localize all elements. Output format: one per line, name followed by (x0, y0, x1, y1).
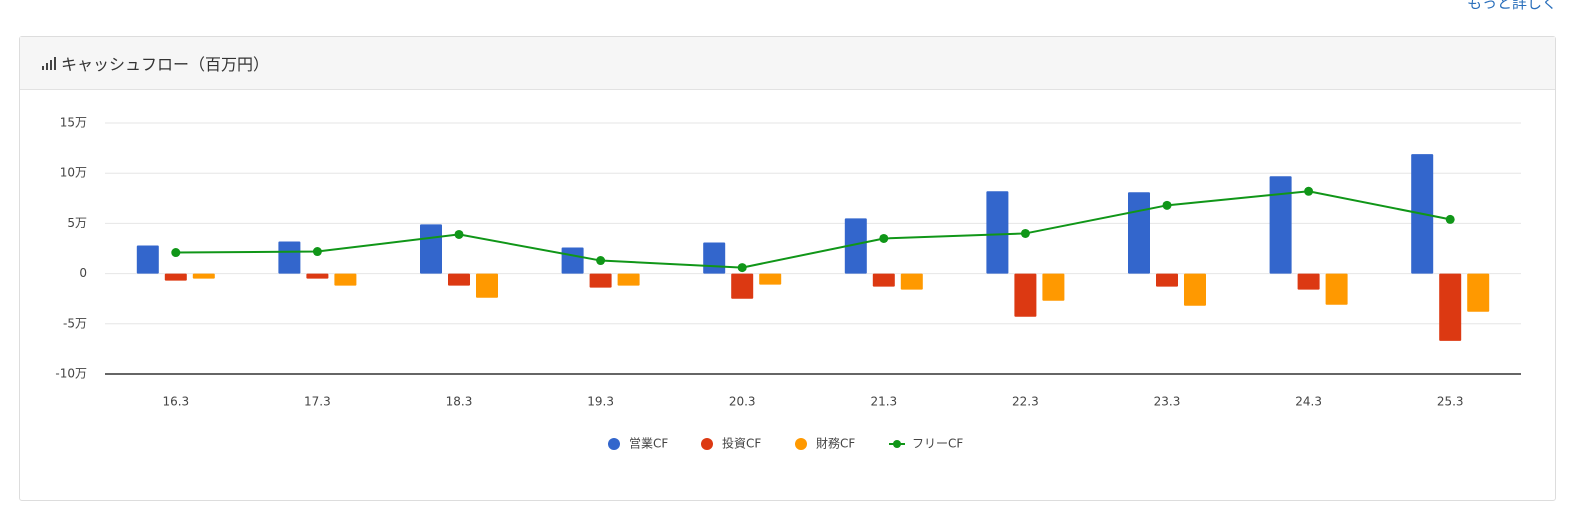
bar (1128, 192, 1150, 274)
y-tick-label: -10万 (55, 367, 87, 381)
bar (136, 245, 159, 274)
bar (986, 191, 1009, 274)
bar (1014, 273, 1037, 317)
y-tick-label: 0 (79, 266, 87, 280)
bar (759, 273, 782, 285)
x-tick-label: 17.3 (304, 395, 331, 409)
bar (1156, 273, 1178, 287)
y-tick-label: -5万 (63, 316, 87, 330)
point (171, 248, 181, 258)
legend-label: 財務CF (816, 436, 855, 451)
legend-label: 投資CF (722, 436, 761, 451)
y-tick-label: 5万 (67, 216, 87, 230)
bar (561, 247, 584, 274)
bar (589, 273, 612, 288)
y-tick-label: 15万 (60, 116, 87, 130)
bar (1184, 273, 1206, 306)
more-link[interactable]: もっと詳しく (1466, 0, 1557, 12)
bar (164, 273, 187, 281)
chart-icon (42, 56, 56, 70)
point (737, 263, 747, 273)
bar (1269, 176, 1292, 274)
x-tick-label: 23.3 (1154, 395, 1181, 409)
x-tick-label: 19.3 (587, 395, 614, 409)
bar (476, 273, 498, 298)
point (312, 247, 322, 257)
legend-label: フリーCF (912, 437, 963, 451)
line (175, 190, 1451, 269)
bar (334, 273, 357, 286)
bar (617, 273, 640, 286)
bar (192, 273, 215, 279)
bar (731, 273, 754, 299)
bar (1467, 273, 1490, 312)
x-tick-label: 25.3 (1437, 395, 1464, 409)
bar (1439, 273, 1462, 341)
point (879, 233, 889, 243)
point (1162, 200, 1172, 210)
bar (1325, 273, 1348, 305)
bar (703, 242, 726, 274)
point (1445, 214, 1455, 224)
bar (1297, 273, 1320, 290)
x-tick-label: 24.3 (1295, 395, 1322, 409)
chart-title: キャッシュフロー（百万円） (61, 55, 270, 74)
x-tick-label: 16.3 (162, 395, 189, 409)
bar (1042, 273, 1065, 301)
bar (844, 218, 867, 274)
legend-label: 営業CF (629, 437, 668, 451)
bar (872, 273, 895, 287)
legend-marker (608, 438, 620, 450)
legend-marker (795, 438, 807, 450)
x-tick-label: 20.3 (729, 395, 756, 409)
legend-marker (701, 438, 713, 450)
bar (278, 241, 301, 274)
x-tick-label: 22.3 (1012, 395, 1039, 409)
panel-header: キャッシュフロー（百万円） (20, 37, 1555, 90)
bar (420, 224, 442, 274)
x-tick-label: 18.3 (446, 395, 473, 409)
x-tick-label: 21.3 (870, 395, 897, 409)
panel: キャッシュフロー（百万円） (19, 36, 1556, 501)
point (1020, 228, 1030, 238)
bar (306, 273, 329, 279)
bar (900, 273, 923, 290)
bar (448, 273, 470, 286)
point (454, 229, 464, 239)
y-tick-label: 10万 (60, 166, 87, 180)
legend-marker (893, 440, 901, 448)
point (1304, 186, 1314, 196)
point (596, 256, 606, 266)
